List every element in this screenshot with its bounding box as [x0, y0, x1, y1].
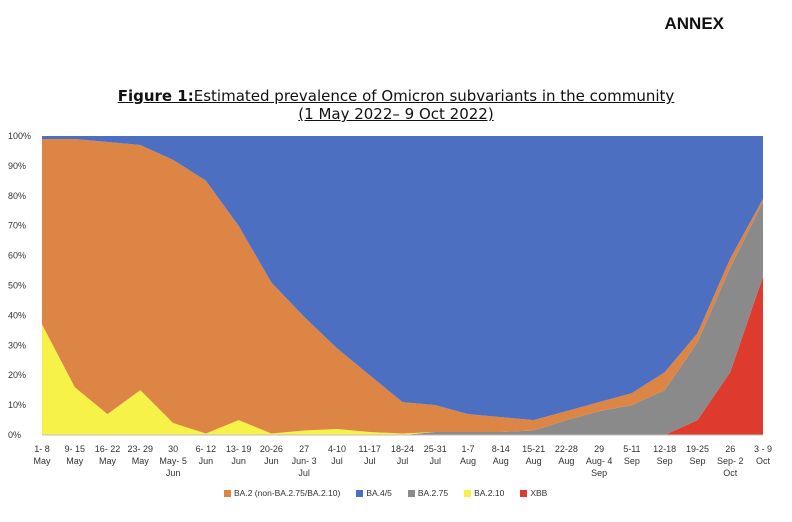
- figure-label: Figure 1:: [117, 87, 194, 105]
- legend-item-xbb: XBB: [520, 488, 547, 498]
- x-tick-label: 1-7 Aug: [460, 444, 476, 466]
- legend-item-ba2: BA.2 (non-BA.2.75/BA.2.10): [224, 488, 340, 498]
- x-tick-label: 16- 22 May: [95, 444, 121, 466]
- legend-label-xbb: XBB: [530, 488, 548, 498]
- legend-swatch-ba2: [224, 489, 231, 497]
- annex-heading: ANNEX: [664, 14, 724, 33]
- x-tick-label: 27 Jun- 3 Jul: [292, 444, 317, 478]
- x-tick-label: 18-24 Jul: [391, 444, 414, 466]
- x-tick-label: 8-14 Aug: [492, 444, 510, 466]
- x-tick-label: 9- 15 May: [65, 444, 86, 466]
- figure-title: Figure 1:Estimated prevalence of Omicron…: [0, 87, 792, 123]
- x-tick-label: 3 - 9 Oct: [754, 444, 772, 466]
- legend-item-ba275: BA.2.75: [407, 488, 449, 498]
- x-tick-label: 19-25 Sep: [686, 444, 709, 466]
- x-tick-label: 22-28 Aug: [555, 444, 578, 466]
- legend-swatch-ba210: [464, 489, 472, 497]
- legend-label-ba2: BA.2 (non-BA.2.75/BA.2.10): [234, 488, 341, 498]
- y-tick-label: 0%: [8, 430, 21, 440]
- y-tick-label: 60%: [8, 251, 26, 261]
- y-tick-label: 30%: [8, 340, 26, 350]
- legend-item-ba210: BA.2.10: [464, 488, 504, 498]
- legend-swatch-ba45: [356, 489, 364, 497]
- legend-label-ba275: BA.2.75: [417, 488, 449, 498]
- figure-subtitle: (1 May 2022– 9 Oct 2022): [298, 105, 494, 123]
- y-tick-label: 50%: [8, 281, 26, 291]
- x-tick-label: 29 Aug- 4 Sep: [586, 444, 613, 478]
- x-tick-label: 13- 19 Jun: [226, 444, 252, 466]
- x-tick-label: 1- 8 May: [33, 444, 51, 466]
- x-tick-label: 11-17 Jul: [359, 444, 381, 466]
- area-series-ba-2-10: [42, 201, 763, 435]
- y-tick-label: 10%: [8, 400, 26, 410]
- legend-swatch-ba275: [407, 489, 415, 497]
- y-tick-label: 100%: [8, 131, 31, 141]
- area-series-ba-2-non-ba-2-75-ba-2-10: [42, 139, 763, 434]
- x-tick-label: 5-11 Sep: [623, 444, 640, 466]
- x-tick-label: 6- 12 Jun: [196, 444, 217, 466]
- area-series-ba-2-75: [42, 201, 763, 435]
- legend-item-ba45: BA.4/5: [356, 488, 392, 498]
- chart-legend: BA.2 (non-BA.2.75/BA.2.10) BA.4/5 BA.2.7…: [224, 488, 547, 498]
- figure-title-text: Estimated prevalence of Omicron subvaria…: [193, 87, 675, 105]
- y-tick-label: 80%: [8, 191, 26, 201]
- y-tick-label: 70%: [8, 221, 26, 231]
- y-tick-label: 20%: [8, 370, 26, 380]
- legend-label-ba45: BA.4/5: [366, 488, 392, 498]
- x-tick-label: 15-21 Aug: [522, 444, 545, 466]
- x-tick-label: 25-31 Jul: [424, 444, 447, 466]
- legend-swatch-xbb: [520, 489, 528, 497]
- x-tick-label: 4-10 Jul: [328, 444, 346, 466]
- x-tick-label: 26 Sep- 2 Oct: [717, 444, 744, 478]
- y-tick-label: 40%: [8, 310, 26, 320]
- area-series-ba-4-5: [42, 136, 763, 421]
- x-tick-label: 30 May- 5 Jun: [159, 444, 187, 478]
- x-tick-label: 20-26 Jun: [260, 444, 283, 466]
- y-tick-label: 90%: [8, 161, 26, 171]
- x-tick-label: 12-18 Sep: [653, 444, 676, 466]
- legend-label-ba210: BA.2.10: [474, 488, 505, 498]
- x-tick-label: 23- 29 May: [128, 444, 154, 466]
